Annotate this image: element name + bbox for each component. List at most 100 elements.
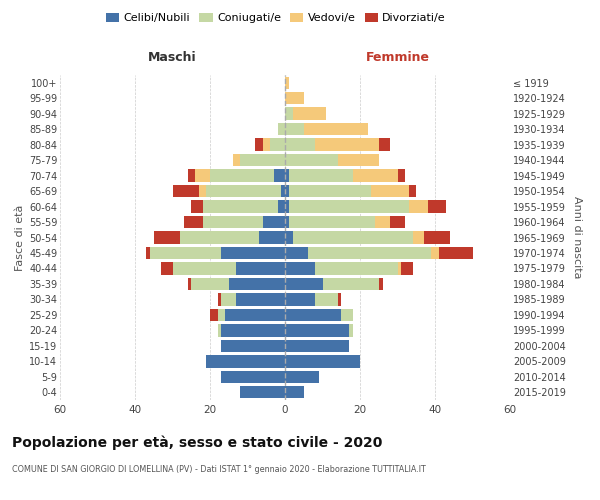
Bar xyxy=(398,170,405,182)
Bar xyxy=(218,324,221,336)
Bar xyxy=(409,185,416,198)
Bar xyxy=(206,185,281,198)
Bar xyxy=(315,262,398,274)
Bar xyxy=(289,170,353,182)
Legend: Celibi/Nubili, Coniugati/e, Vedovi/e, Divorziati/e: Celibi/Nubili, Coniugati/e, Vedovi/e, Di… xyxy=(101,8,451,28)
Bar xyxy=(315,293,337,306)
Bar xyxy=(191,200,203,212)
Bar xyxy=(221,247,285,259)
Bar xyxy=(199,185,206,198)
Bar xyxy=(285,123,304,136)
Bar xyxy=(259,232,285,243)
Bar xyxy=(285,216,289,228)
Bar xyxy=(221,324,285,336)
Bar xyxy=(308,247,431,259)
Bar xyxy=(285,200,289,212)
Bar xyxy=(285,324,349,336)
Bar xyxy=(379,278,383,290)
Bar xyxy=(285,340,349,352)
Bar xyxy=(371,185,409,198)
Bar xyxy=(285,386,304,398)
Bar xyxy=(206,355,285,368)
Bar xyxy=(236,293,285,306)
Bar xyxy=(221,340,285,352)
Bar xyxy=(240,386,285,398)
Bar xyxy=(293,108,326,120)
Bar xyxy=(203,216,263,228)
Bar xyxy=(304,123,367,136)
Y-axis label: Anni di nascita: Anni di nascita xyxy=(572,196,583,279)
Bar xyxy=(240,154,285,166)
Bar xyxy=(274,170,285,182)
Bar xyxy=(341,308,353,321)
Bar xyxy=(210,170,274,182)
Bar xyxy=(218,293,221,306)
Bar xyxy=(146,247,150,259)
Bar xyxy=(173,262,236,274)
Text: COMUNE DI SAN GIORGIO DI LOMELLINA (PV) - Dati ISTAT 1° gennaio 2020 - Elaborazi: COMUNE DI SAN GIORGIO DI LOMELLINA (PV) … xyxy=(12,465,426,474)
Bar xyxy=(277,200,285,212)
Bar xyxy=(401,262,413,274)
Bar xyxy=(398,262,401,274)
Bar xyxy=(233,154,240,166)
Bar xyxy=(285,293,315,306)
Bar xyxy=(285,370,319,383)
Bar xyxy=(195,170,210,182)
Bar xyxy=(285,278,323,290)
Bar xyxy=(285,92,304,104)
Bar xyxy=(225,308,285,321)
Bar xyxy=(289,200,409,212)
Bar xyxy=(191,278,229,290)
Bar xyxy=(413,232,424,243)
Bar xyxy=(285,308,341,321)
Bar xyxy=(187,278,191,290)
Bar xyxy=(173,185,199,198)
Bar xyxy=(210,308,218,321)
Bar xyxy=(277,123,285,136)
Bar xyxy=(285,170,289,182)
Bar xyxy=(221,370,285,383)
Bar xyxy=(180,232,259,243)
Bar xyxy=(285,232,293,243)
Bar xyxy=(337,293,341,306)
Bar xyxy=(289,216,375,228)
Bar xyxy=(285,247,308,259)
Bar xyxy=(285,262,315,274)
Bar xyxy=(184,216,203,228)
Bar xyxy=(270,138,285,151)
Bar xyxy=(427,200,446,212)
Bar xyxy=(285,138,315,151)
Bar xyxy=(289,185,371,198)
Bar xyxy=(154,232,180,243)
Y-axis label: Fasce di età: Fasce di età xyxy=(14,204,25,270)
Bar xyxy=(221,293,236,306)
Bar xyxy=(236,262,285,274)
Bar xyxy=(285,355,360,368)
Bar xyxy=(285,154,337,166)
Bar xyxy=(337,154,379,166)
Bar xyxy=(431,247,439,259)
Bar xyxy=(379,138,390,151)
Bar xyxy=(375,216,390,228)
Bar xyxy=(218,308,225,321)
Bar xyxy=(187,170,195,182)
Bar xyxy=(203,200,277,212)
Bar xyxy=(150,247,221,259)
Bar xyxy=(285,76,289,89)
Text: Maschi: Maschi xyxy=(148,51,197,64)
Bar xyxy=(439,247,473,259)
Text: Femmine: Femmine xyxy=(365,51,430,64)
Bar xyxy=(285,108,293,120)
Bar xyxy=(285,185,289,198)
Bar xyxy=(424,232,450,243)
Bar xyxy=(263,216,285,228)
Bar xyxy=(161,262,173,274)
Text: Popolazione per età, sesso e stato civile - 2020: Popolazione per età, sesso e stato civil… xyxy=(12,435,382,450)
Bar xyxy=(281,185,285,198)
Bar xyxy=(315,138,379,151)
Bar xyxy=(409,200,427,212)
Bar xyxy=(293,232,413,243)
Bar xyxy=(353,170,398,182)
Bar xyxy=(255,138,263,151)
Bar xyxy=(390,216,405,228)
